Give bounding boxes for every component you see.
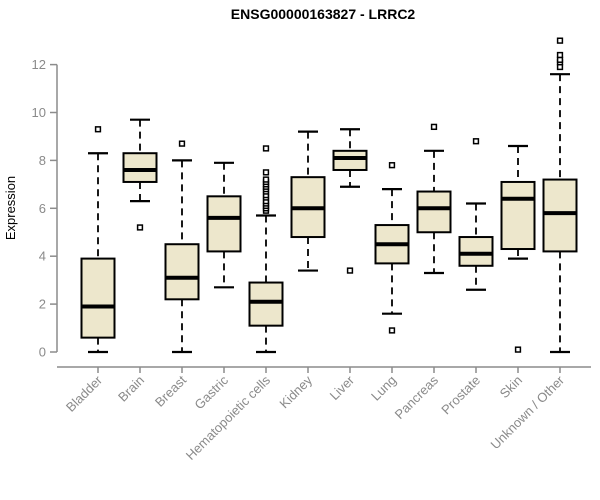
x-tick-label-brain: Brain <box>115 373 147 405</box>
box-group-breast <box>164 140 200 354</box>
box-group-bladder <box>80 126 116 354</box>
box-rect <box>542 178 578 253</box>
outlier-point <box>388 162 396 169</box>
box-group-liver <box>332 128 368 274</box>
box-rect <box>416 190 452 234</box>
outlier-point <box>388 327 396 334</box>
y-tick-label: 10 <box>32 105 46 120</box>
box-group-skin <box>500 144 536 353</box>
box-rect <box>332 149 368 171</box>
x-tick-label-breast: Breast <box>152 372 189 409</box>
chart-title: ENSG00000163827 - LRRC2 <box>231 6 416 22</box>
outlier-point <box>556 37 564 44</box>
box-group-gastric <box>206 161 242 289</box>
outlier-point <box>346 267 354 274</box>
box-rect <box>458 236 494 267</box>
x-tick-label-kidney: Kidney <box>276 372 315 411</box>
box-rect <box>500 180 536 251</box>
outlier-point <box>136 224 144 231</box>
x-tick-label-lung: Lung <box>368 373 399 404</box>
box-group-prostate <box>458 138 494 291</box>
y-tick-label: 8 <box>39 153 46 168</box>
outlier-point <box>472 138 480 145</box>
x-tick-label-unknown-other: Unknown / Other <box>488 372 568 452</box>
outlier-point <box>262 145 270 152</box>
box-group-pancreas <box>416 123 452 275</box>
x-tick-label-skin: Skin <box>497 373 525 401</box>
box-rect <box>164 243 200 301</box>
box-group-kidney <box>290 130 326 272</box>
outlier-point <box>514 346 522 353</box>
y-tick-label: 6 <box>39 201 46 216</box>
outlier-point <box>262 176 270 183</box>
y-tick-label: 12 <box>32 57 46 72</box>
box-rect <box>206 195 242 253</box>
box-group-unknown-other <box>542 37 578 354</box>
y-tick-label: 0 <box>39 345 46 360</box>
outlier-point <box>556 51 564 59</box>
x-tick-label-pancreas: Pancreas <box>392 372 442 422</box>
outlier-point <box>94 126 102 133</box>
x-tick-label-liver: Liver <box>327 372 358 403</box>
outlier-point <box>178 140 186 147</box>
box-group-lung <box>374 162 410 334</box>
box-group-hematopoietic-cells <box>248 145 284 354</box>
outlier-point <box>430 123 438 131</box>
box-rect <box>122 152 158 183</box>
outlier-point <box>262 169 270 176</box>
y-axis-title: Expression <box>3 176 18 240</box>
box-rect <box>248 281 284 327</box>
x-tick-label-bladder: Bladder <box>63 372 106 415</box>
y-tick-label: 2 <box>39 297 46 312</box>
x-tick-label-gastric: Gastric <box>191 372 231 412</box>
box-group-brain <box>122 118 158 231</box>
box-rect <box>80 257 116 339</box>
y-tick-label: 4 <box>39 249 46 264</box>
x-tick-label-prostate: Prostate <box>438 373 483 418</box>
